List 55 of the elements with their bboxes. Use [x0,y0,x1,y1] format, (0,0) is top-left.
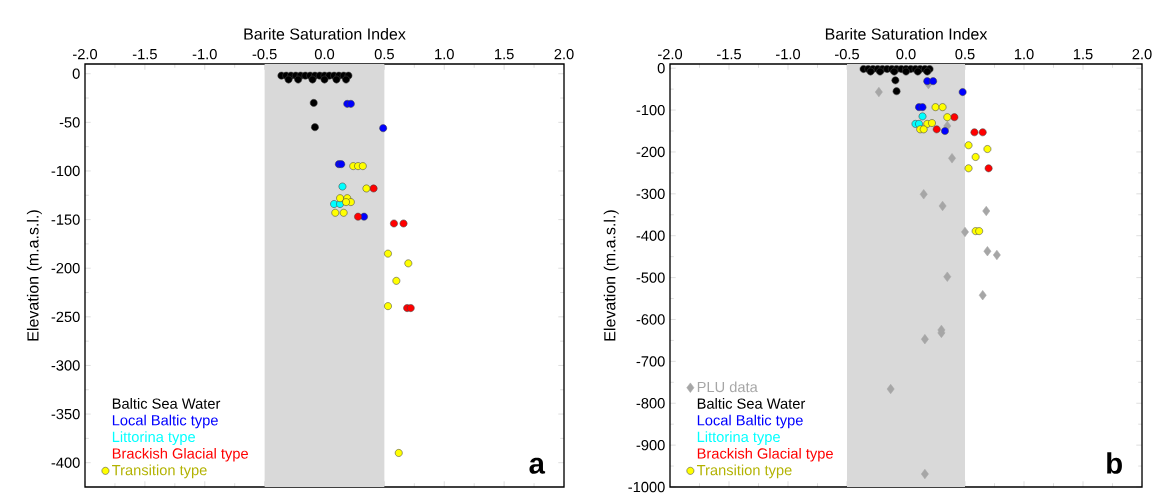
legend-label: PLU data [697,381,758,393]
y-tick-label: 0 [72,68,80,80]
y-tick-label: -200 [51,263,80,274]
text: Baltic Sea Water [112,398,221,409]
legend-label: Transition type [112,464,207,479]
y-tick-label: -900 [636,440,665,451]
x-tick-label: -0.5 [835,49,860,60]
x-tick-label: 0.0 [896,49,916,60]
y-tick-label: -400 [51,457,80,469]
x-tick-label: 1.0 [435,49,454,60]
y-tick-label: -1000 [628,482,665,493]
x-tick-label: 1.0 [1014,49,1034,60]
y-tick-label: -150 [51,214,80,225]
y-tick-label: -800 [636,398,665,409]
y-tick-label: -50 [59,117,80,128]
annotation: b [1107,452,1122,475]
legend-label: Transition type [696,464,792,479]
text: Local Baltic type [112,414,218,429]
x-tick-label: 0.5 [955,49,975,60]
x-axis-title: Barite Saturation Index [825,28,988,40]
text: Baltic Sea Water [697,398,806,409]
y-tick-label: -100 [636,105,665,116]
text: Local Baltic type [697,414,803,429]
text: Littorina type [112,431,196,446]
y-axis-title: Elevation (m.a.s.l.) [26,210,42,341]
x-tick-label: -0.5 [252,49,277,60]
y-tick-label: -300 [51,360,80,371]
x-tick-label: -1.5 [717,49,742,60]
text: Brackish Glacial type [112,448,248,462]
x-tick-label: 2.0 [1132,49,1152,60]
x-tick-label: 1.5 [1073,49,1093,60]
y-tick-label: -200 [636,146,665,158]
x-tick-label: -1.0 [776,49,801,60]
x-tick-label: 0.5 [374,49,394,60]
y-tick-label: -400 [636,230,665,242]
y-tick-label: -700 [636,356,665,367]
y-tick-label: -600 [636,314,665,325]
y-axis-title: Elevation (m.a.s.l.) [603,210,619,341]
annotation: a [529,457,546,475]
y-tick-label: -500 [636,272,665,283]
y-tick-label: -350 [51,409,80,420]
x-tick-label: 1.5 [495,49,514,60]
text: Brackish Glacial type [697,448,833,462]
text: Littorina type [697,431,780,446]
y-tick-label: 0 [657,63,665,74]
x-tick-label: 2.0 [554,49,574,60]
x-tick-label: -1.5 [132,49,157,60]
x-tick-label: -2.0 [658,49,683,60]
y-tick-label: -250 [51,311,80,323]
x-axis-title: Barite Saturation Index [244,28,406,40]
x-tick-label: -1.0 [192,49,217,60]
y-tick-label: -300 [636,188,665,200]
x-tick-label: 0.0 [314,49,335,60]
x-tick-label: -2.0 [73,49,98,60]
y-tick-label: -100 [51,165,80,177]
